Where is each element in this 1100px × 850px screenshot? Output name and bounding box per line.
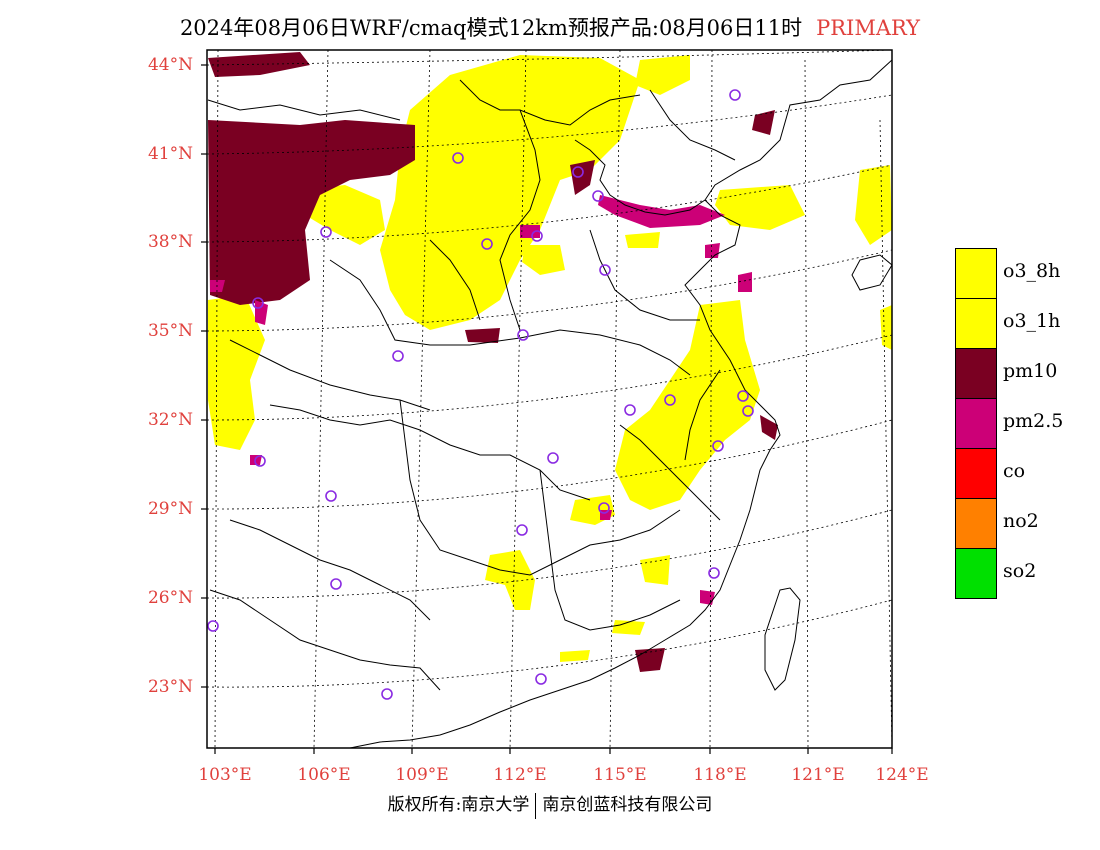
legend-swatch xyxy=(955,248,997,299)
station-marker xyxy=(708,567,720,579)
station-marker xyxy=(572,166,584,178)
station-marker xyxy=(624,404,636,416)
station-marker xyxy=(531,230,543,242)
station-marker xyxy=(252,297,264,309)
legend-label: co xyxy=(1003,460,1026,482)
copyright-company: 南京创蓝科技有限公司 xyxy=(542,795,713,815)
station-marker xyxy=(712,440,724,452)
map-title: 2024年08月06日WRF/cmaq模式12km预报产品:08月06日11时 P… xyxy=(0,12,1100,42)
station-marker xyxy=(742,405,754,417)
station-marker xyxy=(737,390,749,402)
station-marker xyxy=(517,329,529,341)
station-marker xyxy=(381,688,393,700)
title-text: 2024年08月06日WRF/cmaq模式12km预报产品:08月06日11时 xyxy=(179,16,803,40)
station-marker xyxy=(535,673,547,685)
pollution-patches xyxy=(208,52,892,672)
lat-label: 44°N xyxy=(147,55,193,75)
station-marker xyxy=(452,152,464,164)
station-marker xyxy=(664,394,676,406)
station-marker xyxy=(729,89,741,101)
lon-label: 115°E xyxy=(593,765,647,785)
lat-label: 35°N xyxy=(147,321,193,341)
copyright-divider xyxy=(535,792,537,819)
lat-label: 29°N xyxy=(147,499,193,519)
graticule xyxy=(207,50,892,748)
legend-item-o3-1h: o3_1h xyxy=(955,298,1060,349)
lat-label: 41°N xyxy=(147,144,193,164)
station-marker xyxy=(392,350,404,362)
lat-label: 38°N xyxy=(147,232,193,252)
legend-label: so2 xyxy=(1003,560,1037,582)
monitoring-stations xyxy=(207,89,754,700)
legend: o3_8h o3_1h pm10 pm2.5 co no2 so2 xyxy=(955,248,1063,599)
legend-swatch xyxy=(955,498,997,549)
legend-item-pm10: pm10 xyxy=(955,348,1057,399)
lon-label: 121°E xyxy=(791,765,845,785)
station-marker xyxy=(592,190,604,202)
station-marker xyxy=(547,452,559,464)
station-marker xyxy=(516,524,528,536)
lon-label: 112°E xyxy=(493,765,547,785)
legend-swatch xyxy=(955,398,997,449)
legend-item-o3-8h: o3_8h xyxy=(955,248,1060,299)
station-marker xyxy=(598,502,610,514)
lon-label: 124°E xyxy=(875,765,929,785)
legend-item-no2: no2 xyxy=(955,498,1039,549)
lon-label: 103°E xyxy=(198,765,252,785)
legend-label: o3_1h xyxy=(1003,310,1061,332)
station-marker xyxy=(254,455,266,467)
legend-item-so2: so2 xyxy=(955,548,1036,599)
boundaries xyxy=(207,59,892,748)
copyright-owner: 版权所有:南京大学 xyxy=(387,795,530,815)
lat-label: 32°N xyxy=(147,410,193,430)
lon-label: 118°E xyxy=(693,765,747,785)
legend-swatch xyxy=(955,348,997,399)
legend-label: pm2.5 xyxy=(1003,410,1064,432)
axis-ticks xyxy=(201,64,893,754)
lat-label: 26°N xyxy=(147,588,193,608)
station-marker xyxy=(599,264,611,276)
lat-label: 23°N xyxy=(147,677,193,697)
legend-label: pm10 xyxy=(1003,360,1058,382)
station-marker xyxy=(207,620,219,632)
legend-item-pm25: pm2.5 xyxy=(955,398,1063,449)
legend-swatch xyxy=(955,298,997,349)
lon-label: 109°E xyxy=(395,765,449,785)
lon-label: 106°E xyxy=(297,765,351,785)
primary-tag: PRIMARY xyxy=(816,16,921,40)
legend-swatch xyxy=(955,548,997,599)
station-marker xyxy=(320,226,332,238)
legend-item-co: co xyxy=(955,448,1025,499)
legend-swatch xyxy=(955,448,997,499)
map-frame xyxy=(206,49,893,749)
station-marker xyxy=(481,238,493,250)
station-marker xyxy=(330,578,342,590)
copyright: 版权所有:南京大学 南京创蓝科技有限公司 xyxy=(0,790,1100,819)
station-marker xyxy=(325,490,337,502)
legend-label: o3_8h xyxy=(1003,260,1061,282)
legend-label: no2 xyxy=(1003,510,1039,532)
